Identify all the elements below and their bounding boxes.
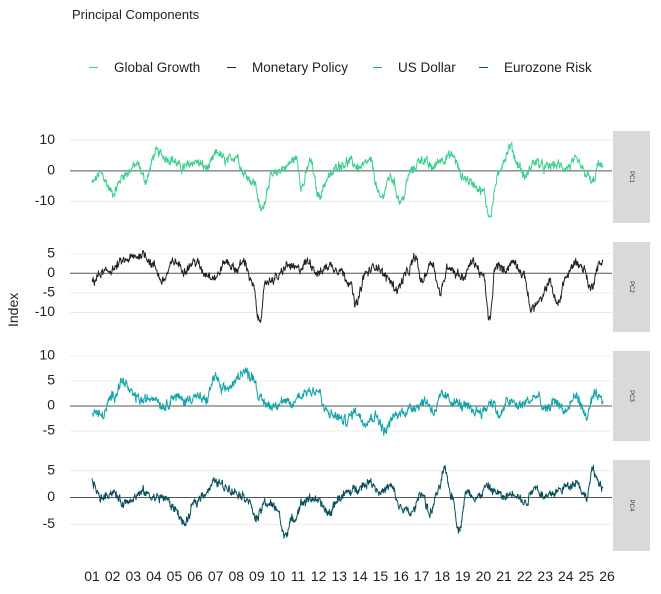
x-tick-label-21: 21	[496, 568, 512, 584]
series-line-3	[91, 367, 604, 436]
panel-strip-4	[613, 460, 650, 551]
legend-swatch-us-dollar	[373, 66, 382, 69]
legend-label-us-dollar: US Dollar	[398, 60, 456, 75]
x-tick-label-07: 07	[208, 568, 224, 584]
y-tick-label-3-1: 5	[47, 372, 55, 388]
legend: Global Growth Monetary Policy US Dollar …	[0, 0, 661, 90]
x-tick-label-17: 17	[414, 568, 430, 584]
panel-strip-label-3: PC3	[628, 390, 634, 402]
legend-label-global-growth: Global Growth	[114, 60, 201, 75]
y-tick-label-1-1: 0	[47, 162, 55, 178]
y-tick-label-1-2: -10	[35, 192, 55, 208]
y-tick-label-3-3: -5	[43, 422, 56, 438]
x-tick-label-02: 02	[105, 568, 121, 584]
legend-item-eurozone-risk: Eurozone Risk	[479, 60, 592, 75]
x-tick-label-24: 24	[558, 568, 574, 584]
y-tick-label-1-0: 10	[39, 131, 55, 147]
legend-swatch-global-growth	[89, 66, 98, 69]
x-tick-label-23: 23	[537, 568, 553, 584]
panel-strip-label-4: PC4	[628, 500, 634, 512]
legend-item-monetary-policy: Monetary Policy	[227, 60, 348, 75]
x-tick-label-08: 08	[228, 568, 244, 584]
x-tick-label-22: 22	[517, 568, 533, 584]
series-line-4	[91, 464, 604, 539]
legend-label-eurozone-risk: Eurozone Risk	[504, 60, 592, 75]
x-tick-label-12: 12	[311, 568, 327, 584]
panel-strip-1	[613, 131, 650, 223]
y-tick-label-4-0: 5	[47, 461, 55, 477]
y-tick-label-2-0: 5	[47, 244, 55, 260]
y-tick-label-3-0: 10	[39, 347, 55, 363]
x-tick-label-15: 15	[373, 568, 389, 584]
chart-title: Principal Components	[72, 7, 200, 22]
x-tick-label-09: 09	[249, 568, 265, 584]
series-line-1	[91, 141, 604, 218]
y-tick-label-2-3: -10	[35, 303, 55, 319]
y-tick-label-4-1: 0	[47, 488, 55, 504]
x-tick-label-11: 11	[291, 568, 306, 584]
x-tick-label-04: 04	[146, 568, 162, 584]
x-tick-label-26: 26	[599, 568, 615, 584]
legend-item-global-growth: Global Growth	[89, 60, 200, 75]
panel-strip-3	[613, 351, 650, 441]
x-tick-label-20: 20	[476, 568, 492, 584]
x-tick-label-01: 01	[84, 568, 100, 584]
x-tick-label-18: 18	[434, 568, 450, 584]
legend-item-us-dollar: US Dollar	[373, 60, 456, 75]
panel-strip-label-1: PC1	[628, 171, 634, 183]
x-tick-label-19: 19	[455, 568, 471, 584]
legend-swatch-eurozone-risk	[479, 66, 488, 69]
legend-swatch-monetary-policy	[227, 66, 236, 69]
y-tick-label-2-1: 0	[47, 264, 55, 280]
x-tick-label-05: 05	[167, 568, 183, 584]
x-tick-label-06: 06	[187, 568, 203, 584]
y-tick-label-3-2: 0	[47, 397, 55, 413]
series-line-2	[91, 249, 604, 323]
x-tick-label-10: 10	[270, 568, 286, 584]
y-tick-label-2-2: -5	[43, 284, 56, 300]
x-tick-label-16: 16	[393, 568, 409, 584]
x-tick-label-13: 13	[331, 568, 347, 584]
x-tick-label-03: 03	[125, 568, 141, 584]
x-tick-label-14: 14	[352, 568, 368, 584]
y-tick-label-4-2: -5	[43, 515, 56, 531]
legend-label-monetary-policy: Monetary Policy	[252, 60, 349, 75]
panel-strip-2	[613, 242, 650, 332]
x-tick-label-25: 25	[579, 568, 595, 584]
panel-strip-label-2: PC2	[628, 281, 634, 293]
